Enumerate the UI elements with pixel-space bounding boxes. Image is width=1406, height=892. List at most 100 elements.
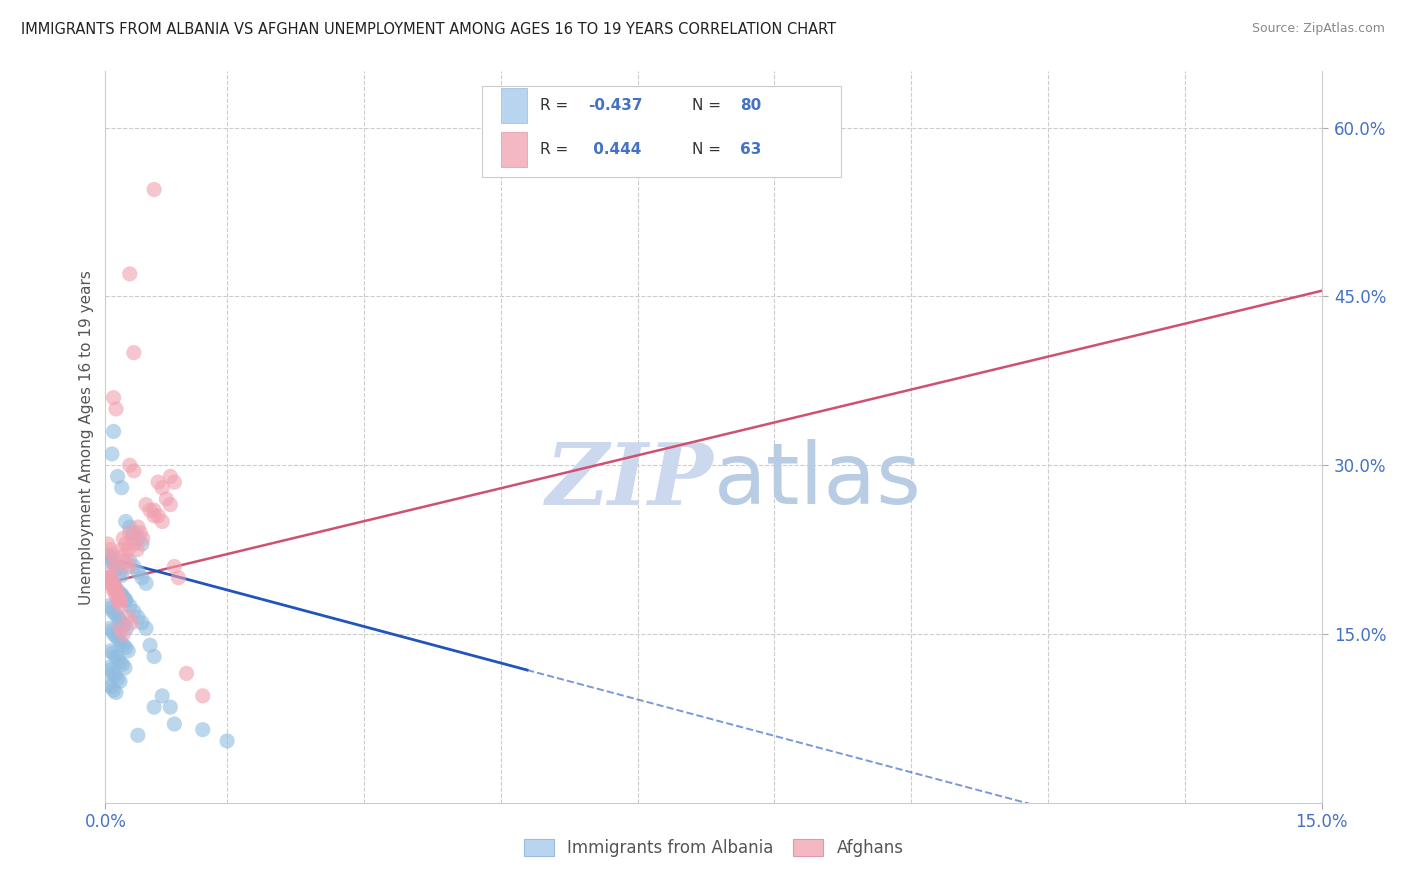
Point bbox=[114, 537, 136, 551]
Point bbox=[97, 537, 120, 551]
Point bbox=[98, 663, 121, 677]
Point bbox=[107, 588, 129, 602]
Point bbox=[107, 469, 129, 483]
Point bbox=[98, 542, 121, 557]
Point bbox=[122, 464, 145, 478]
Point bbox=[118, 520, 141, 534]
Point bbox=[104, 588, 127, 602]
Point bbox=[127, 520, 149, 534]
Point bbox=[122, 559, 145, 574]
Point bbox=[132, 532, 155, 546]
Point bbox=[114, 640, 136, 655]
Point bbox=[135, 576, 157, 591]
Point bbox=[155, 491, 177, 506]
Point bbox=[112, 618, 135, 632]
Point bbox=[122, 605, 145, 619]
Point bbox=[118, 267, 141, 281]
Point bbox=[103, 627, 125, 641]
Point bbox=[118, 525, 141, 540]
Point bbox=[146, 475, 169, 489]
Text: R =: R = bbox=[540, 98, 572, 113]
Point bbox=[110, 635, 132, 649]
Point bbox=[122, 525, 145, 540]
Point bbox=[112, 590, 135, 604]
Point bbox=[104, 685, 127, 699]
Point bbox=[117, 610, 139, 624]
Point bbox=[114, 661, 136, 675]
Text: 80: 80 bbox=[741, 98, 762, 113]
Point bbox=[167, 571, 190, 585]
Point bbox=[104, 582, 127, 596]
Point bbox=[101, 576, 124, 591]
Point bbox=[101, 666, 124, 681]
Point bbox=[101, 646, 124, 660]
Text: N =: N = bbox=[692, 98, 725, 113]
Point bbox=[107, 562, 129, 576]
Point bbox=[163, 475, 186, 489]
Point bbox=[100, 554, 122, 568]
Point bbox=[98, 576, 121, 591]
Point bbox=[217, 734, 239, 748]
Point bbox=[104, 668, 127, 682]
Point bbox=[108, 599, 131, 613]
Point bbox=[110, 593, 132, 607]
Point bbox=[104, 554, 127, 568]
Point bbox=[143, 182, 166, 196]
Point bbox=[159, 700, 181, 714]
Text: 63: 63 bbox=[741, 142, 762, 157]
Point bbox=[127, 728, 149, 742]
Point bbox=[115, 554, 138, 568]
Text: -0.437: -0.437 bbox=[588, 98, 643, 113]
Point bbox=[111, 542, 134, 557]
Point bbox=[107, 584, 129, 599]
Point bbox=[118, 458, 141, 473]
Point bbox=[105, 588, 128, 602]
Point bbox=[108, 621, 131, 635]
Point bbox=[159, 469, 181, 483]
Point bbox=[111, 568, 134, 582]
Point bbox=[118, 554, 141, 568]
Point bbox=[150, 481, 173, 495]
Point bbox=[139, 503, 162, 517]
Point bbox=[100, 680, 122, 694]
FancyBboxPatch shape bbox=[501, 132, 527, 167]
Point bbox=[98, 550, 121, 565]
Point bbox=[112, 548, 135, 562]
Point bbox=[115, 621, 138, 635]
Point bbox=[121, 532, 143, 546]
Point bbox=[176, 666, 198, 681]
Point bbox=[143, 649, 166, 664]
Point bbox=[118, 559, 141, 574]
Point bbox=[108, 655, 131, 669]
Text: IMMIGRANTS FROM ALBANIA VS AFGHAN UNEMPLOYMENT AMONG AGES 16 TO 19 YEARS CORRELA: IMMIGRANTS FROM ALBANIA VS AFGHAN UNEMPL… bbox=[21, 22, 837, 37]
Point bbox=[127, 565, 149, 579]
Point bbox=[107, 652, 129, 666]
Point bbox=[107, 672, 129, 686]
Point bbox=[103, 556, 125, 570]
Point bbox=[103, 579, 125, 593]
Point bbox=[112, 532, 135, 546]
Point bbox=[117, 644, 139, 658]
Point bbox=[103, 683, 125, 698]
Point bbox=[108, 565, 131, 579]
Point bbox=[110, 588, 132, 602]
Point bbox=[98, 644, 121, 658]
Point bbox=[150, 515, 173, 529]
Point bbox=[111, 481, 134, 495]
Legend: Immigrants from Albania, Afghans: Immigrants from Albania, Afghans bbox=[517, 832, 910, 864]
Point bbox=[107, 593, 129, 607]
Point bbox=[97, 548, 120, 562]
Point bbox=[101, 582, 124, 596]
Point bbox=[111, 588, 134, 602]
Point bbox=[103, 576, 125, 591]
Point bbox=[98, 573, 121, 587]
Point bbox=[163, 717, 186, 731]
Point bbox=[101, 624, 124, 638]
Point bbox=[98, 621, 121, 635]
Point bbox=[103, 425, 125, 439]
Point bbox=[100, 571, 122, 585]
Text: Source: ZipAtlas.com: Source: ZipAtlas.com bbox=[1251, 22, 1385, 36]
Point bbox=[191, 723, 214, 737]
Point bbox=[114, 593, 136, 607]
Point bbox=[104, 559, 127, 574]
